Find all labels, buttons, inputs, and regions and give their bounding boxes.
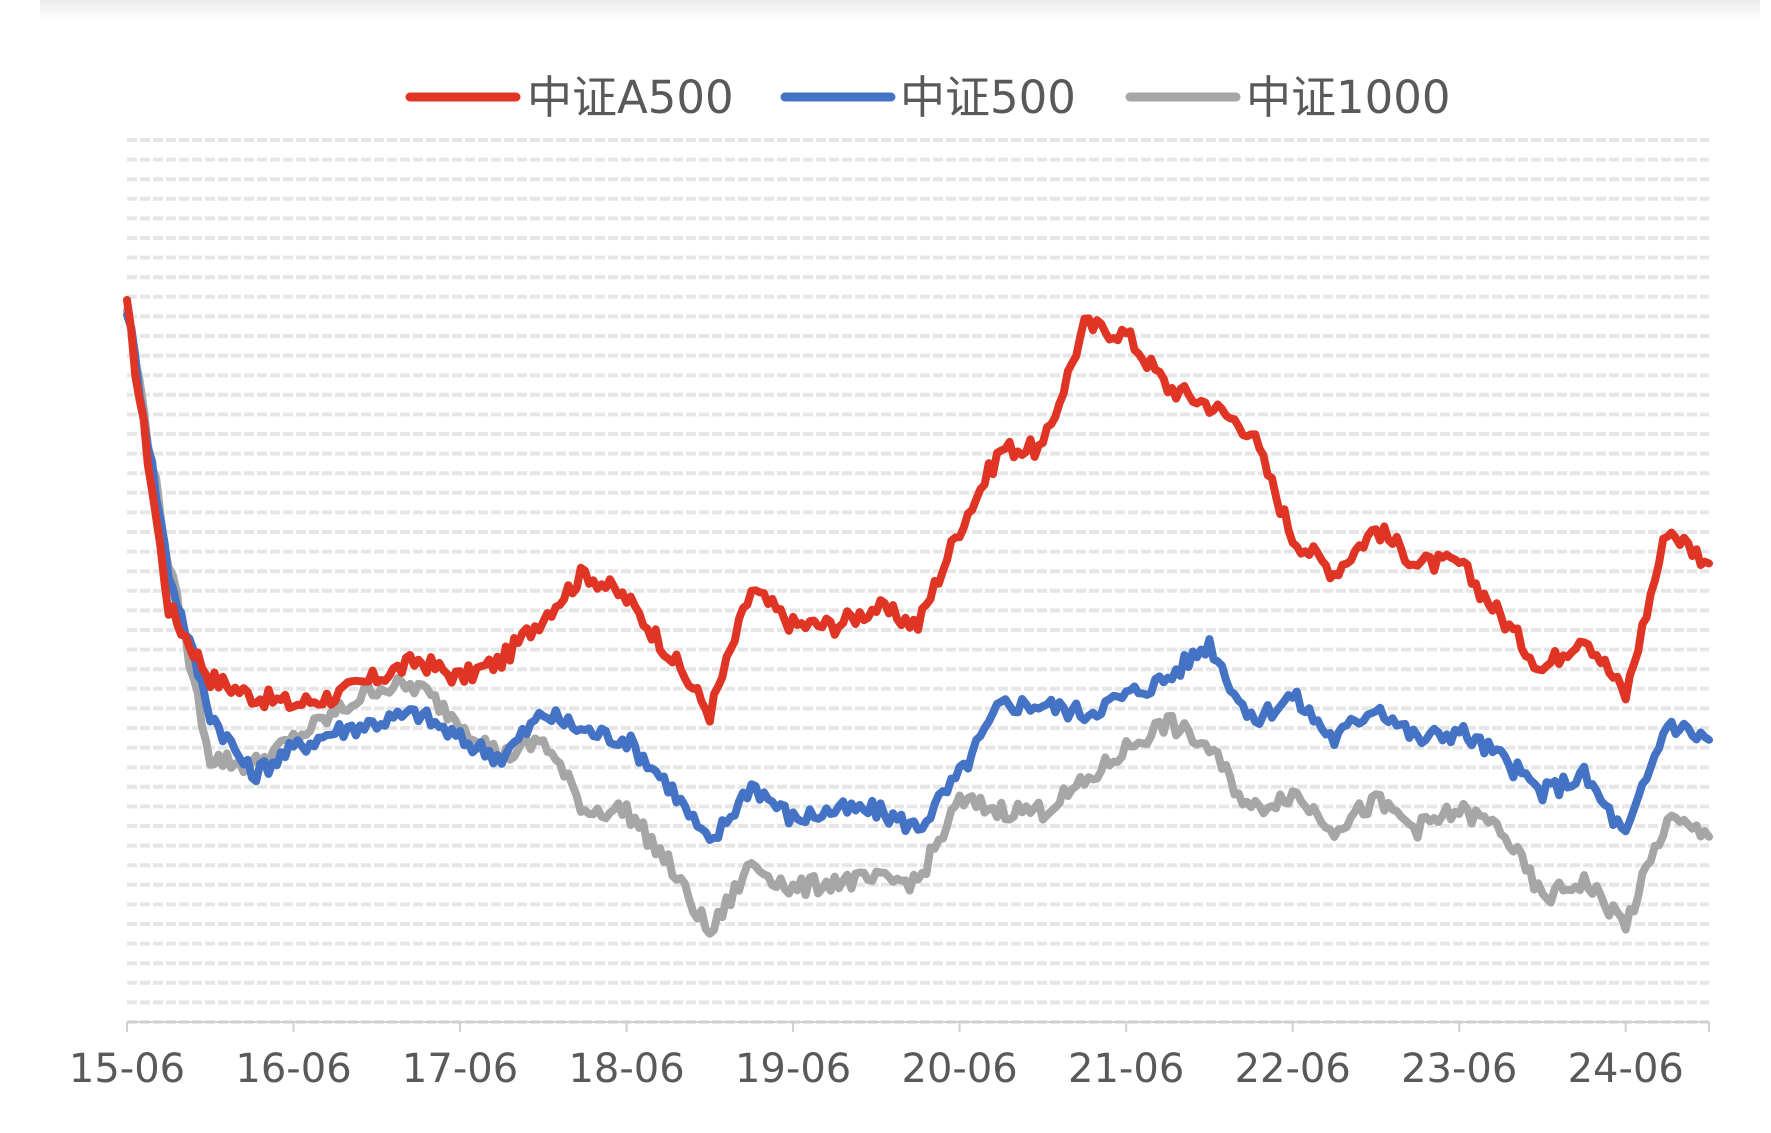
series-line-2 [123,306,1713,938]
x-tick-label: 19-06 [735,1046,851,1092]
legend-label-0: 中证A500 [527,71,734,124]
series-lines [123,296,1713,938]
x-tick-label: 15-06 [69,1046,185,1092]
x-axis: 15-06 16-06 17-06 18-06 19-06 20-06 21-06 22-06… [69,1021,1710,1092]
x-tick-label: 24-06 [1568,1046,1684,1092]
series-line-0 [123,296,1713,726]
legend: 中证A500 中证500 中证1000 [405,71,1451,124]
top-shade [40,0,1760,22]
x-tick-label: 20-06 [902,1046,1018,1092]
x-tick-label: 17-06 [402,1046,518,1092]
x-tick-label: 21-06 [1068,1046,1184,1092]
gridlines [127,138,1709,1024]
x-tick-label: 16-06 [235,1046,351,1092]
x-tick-label: 23-06 [1401,1046,1517,1092]
x-tick-label: 18-06 [568,1046,684,1092]
x-tick-label: 22-06 [1235,1046,1351,1092]
legend-label-2: 中证1000 [1246,71,1451,124]
series-line-1 [123,310,1713,844]
legend-label-1: 中证500 [900,71,1076,124]
